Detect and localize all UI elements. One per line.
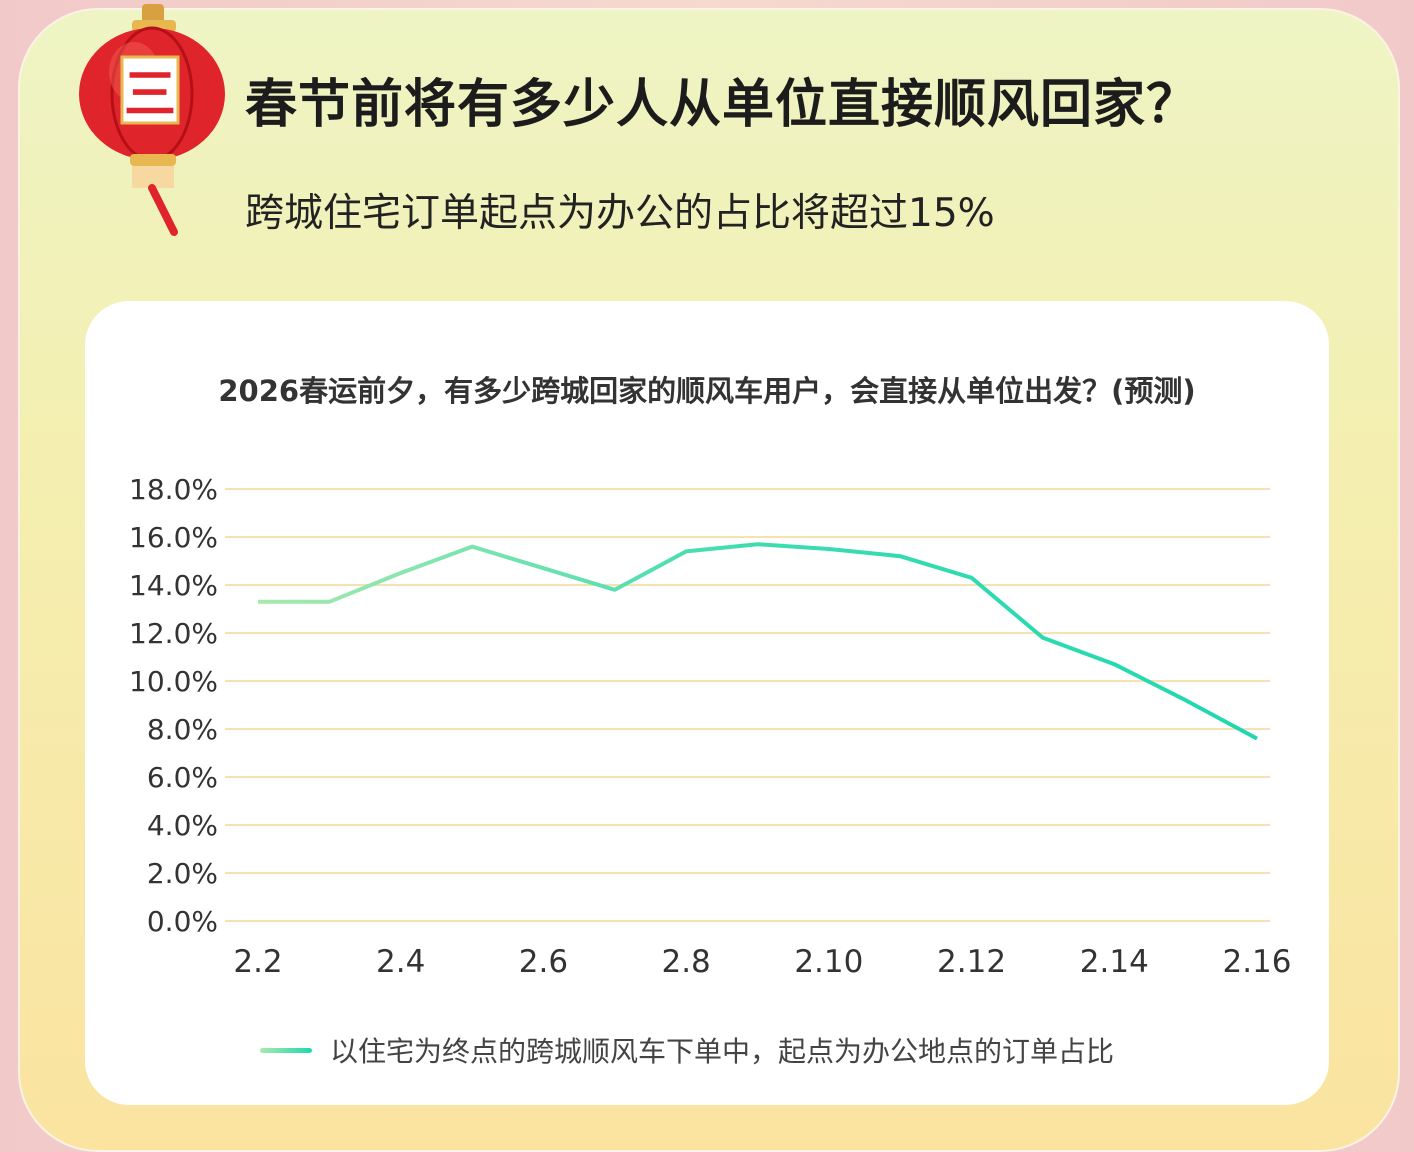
series-line <box>258 544 1257 738</box>
x-tick-label: 2.4 <box>376 944 425 980</box>
y-tick-label: 16.0% <box>129 521 218 554</box>
y-tick-label: 18.0% <box>129 473 218 506</box>
legend-label: 以住宅为终点的跨城顺风车下单中，起点为办公地点的订单占比 <box>330 1030 1114 1070</box>
x-tick-label: 2.6 <box>519 944 568 980</box>
y-tick-label: 10.0% <box>129 665 218 698</box>
y-tick-label: 4.0% <box>147 809 218 842</box>
x-tick-label: 2.10 <box>794 944 863 980</box>
x-tick-label: 2.14 <box>1080 944 1149 980</box>
y-tick-label: 6.0% <box>147 761 218 794</box>
y-tick-label: 14.0% <box>129 569 218 602</box>
legend: 以住宅为终点的跨城顺风车下单中，起点为办公地点的订单占比 <box>260 1030 1114 1070</box>
y-tick-label: 8.0% <box>147 713 218 746</box>
legend-swatch <box>260 1048 312 1053</box>
x-tick-label: 2.12 <box>937 944 1006 980</box>
x-tick-label: 2.2 <box>233 944 282 980</box>
y-tick-label: 0.0% <box>147 905 218 938</box>
y-tick-label: 12.0% <box>129 617 218 650</box>
y-tick-label: 2.0% <box>147 857 218 890</box>
x-tick-label: 2.16 <box>1222 944 1291 980</box>
x-tick-label: 2.8 <box>661 944 710 980</box>
line-chart: 0.0% 2.0% 4.0% 6.0% 8.0% 10.0% 12.0% 14.0% 16.0%… <box>0 0 1414 1128</box>
